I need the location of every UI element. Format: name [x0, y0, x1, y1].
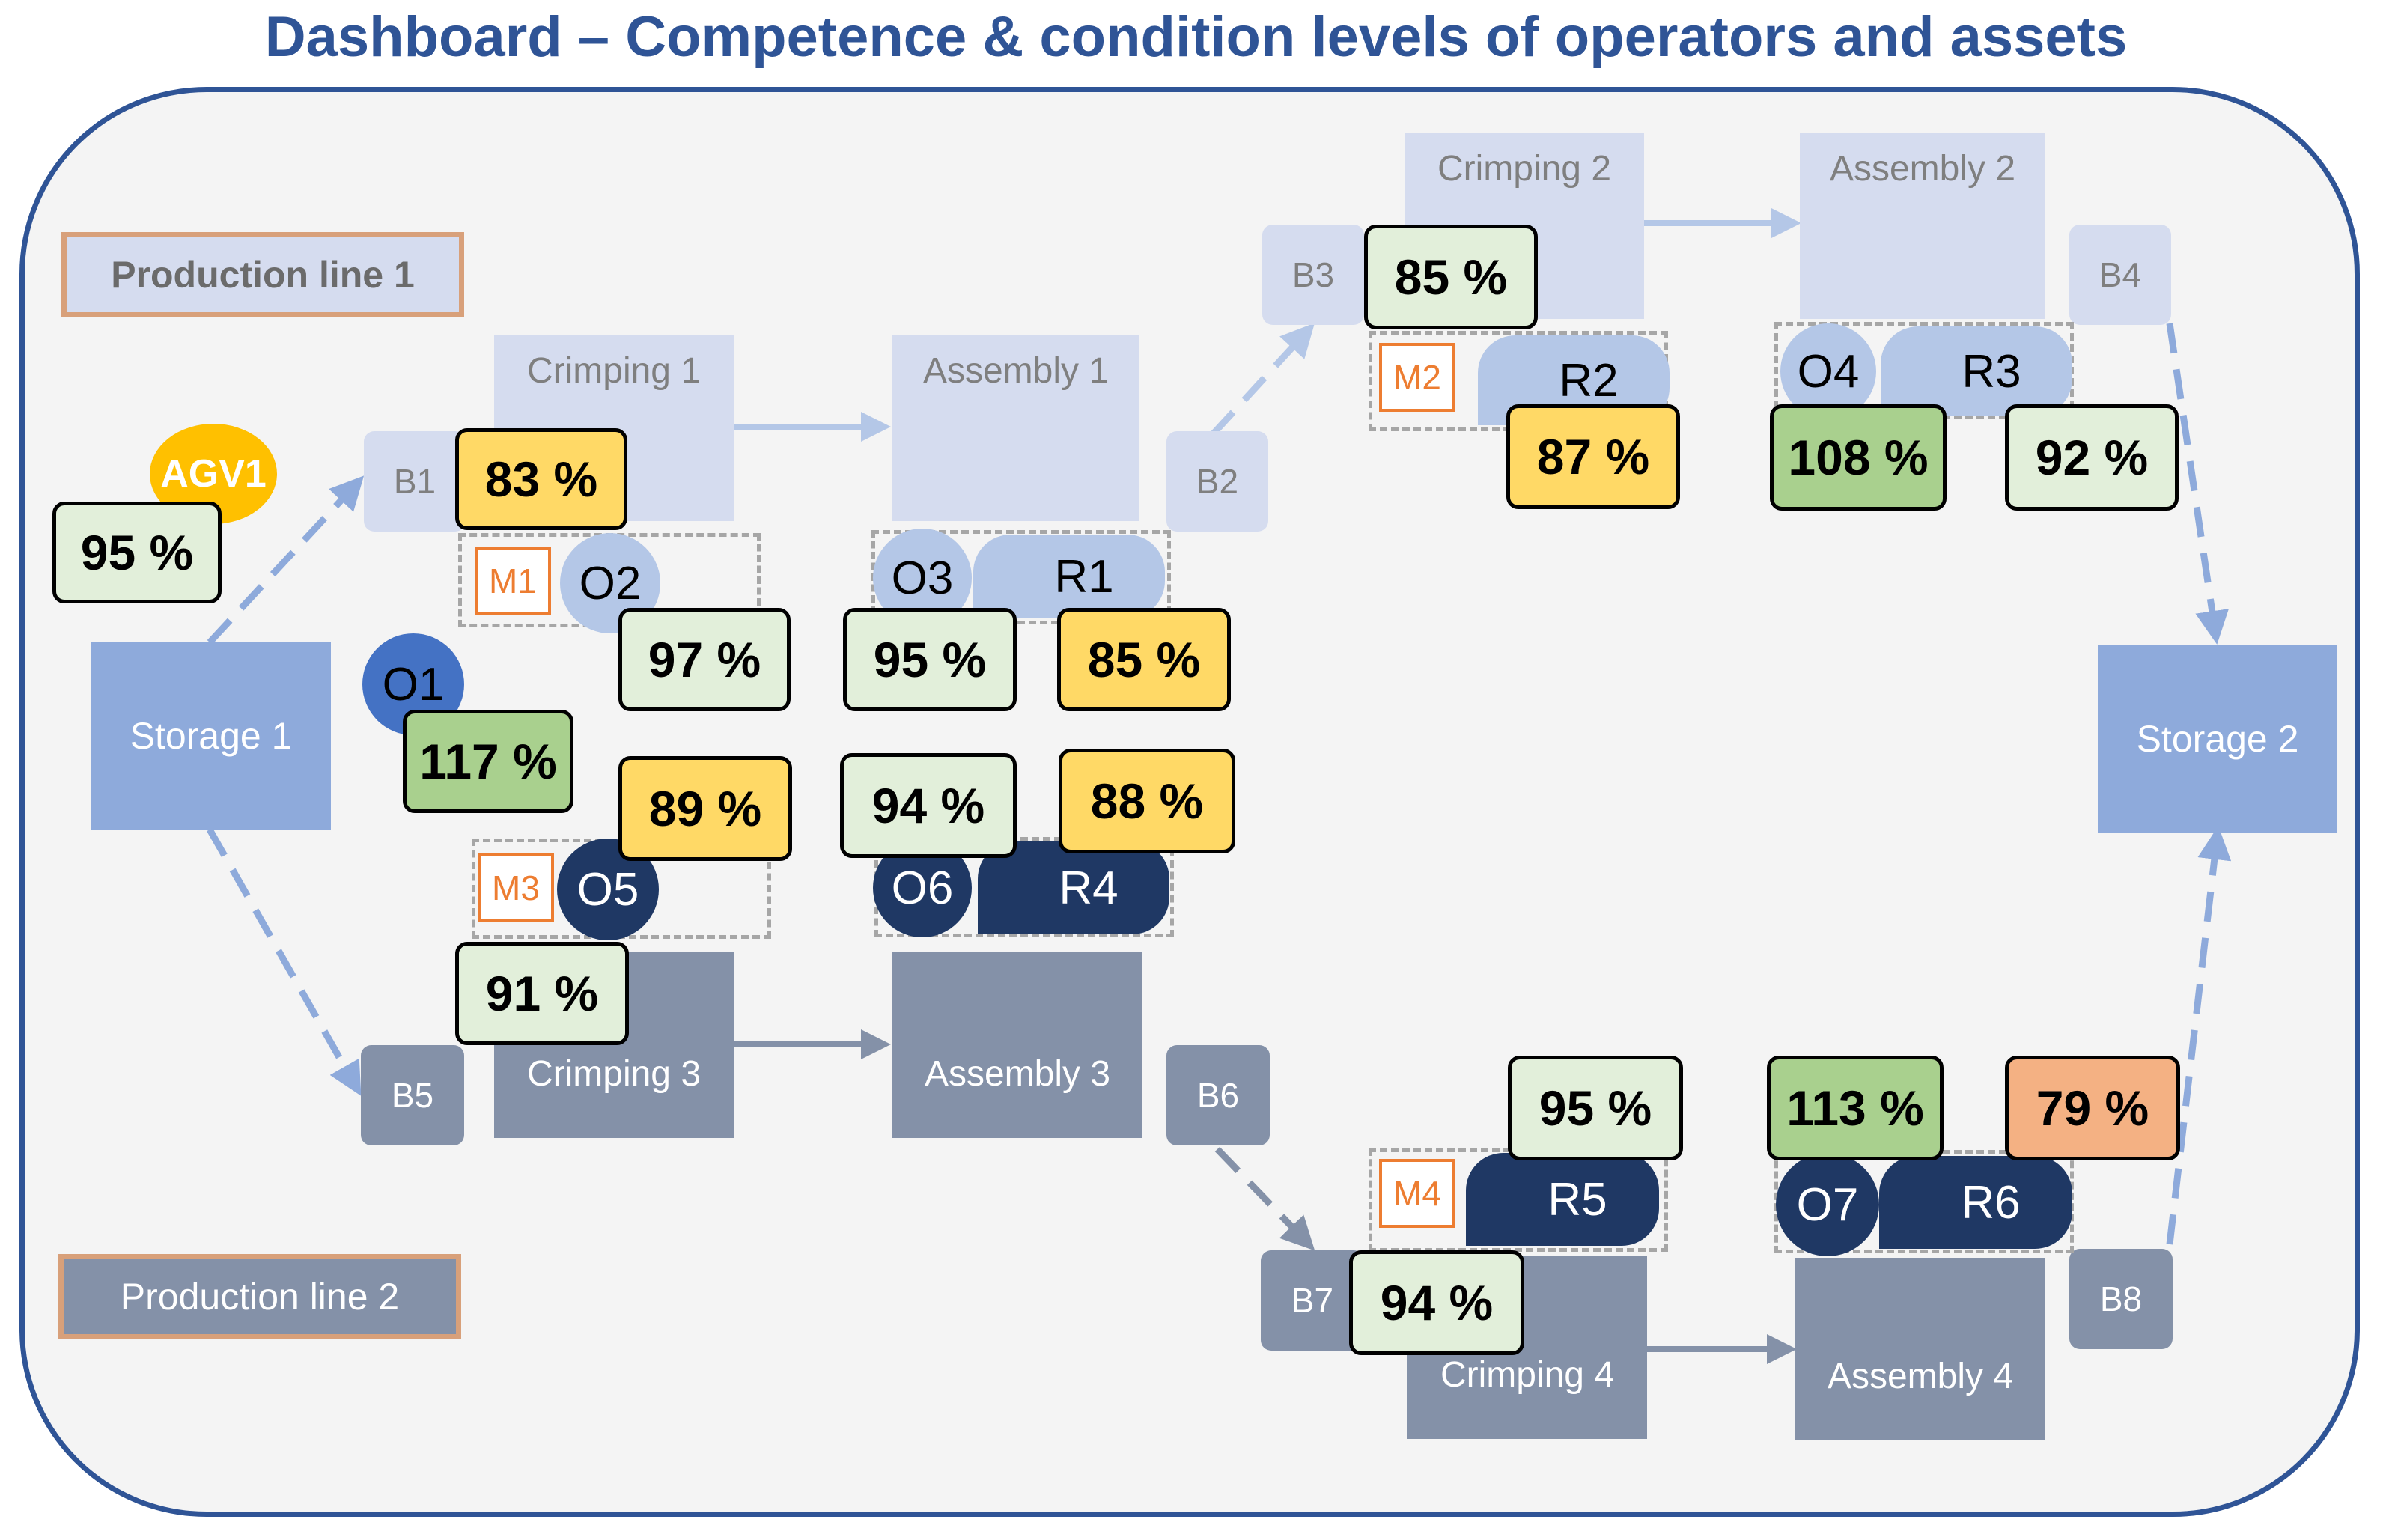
r3-level-badge: 92 %	[2005, 404, 2179, 511]
operator-o4: O4	[1780, 323, 1876, 419]
agv-level-badge: 95 %	[52, 502, 222, 603]
buffer-b4: B4	[2069, 225, 2171, 325]
o5-level-badge: 91 %	[455, 942, 629, 1045]
robot-r3: R3	[1881, 326, 2072, 416]
buffer-b8: B8	[2069, 1249, 2173, 1349]
o7-level-badge: 113 %	[1767, 1056, 1944, 1160]
robot-r4: R4	[978, 841, 1169, 934]
robot-r6: R6	[1879, 1156, 2072, 1249]
machine-m1: M1	[475, 547, 551, 615]
buffer-b1: B1	[364, 431, 466, 532]
r4-level-badge: 88 %	[1059, 749, 1235, 853]
r2-level-badge: 87 %	[1506, 404, 1680, 509]
production-line-2-label: Production line 2	[58, 1254, 461, 1339]
storage-2: Storage 2	[2098, 645, 2337, 833]
storage-1: Storage 1	[91, 642, 331, 830]
o2-level-badge: 97 %	[618, 608, 791, 711]
o4-level-badge: 108 %	[1770, 404, 1947, 511]
machine-m2: M2	[1379, 343, 1455, 412]
operator-o7: O7	[1776, 1153, 1879, 1256]
r1-level-badge: 85 %	[1057, 608, 1231, 711]
machine-m4: M4	[1379, 1159, 1455, 1228]
station-assembly-4: Assembly 4	[1795, 1258, 2045, 1440]
r5-level-badge: 95 %	[1508, 1056, 1683, 1160]
o3-level-badge: 95 %	[843, 608, 1017, 711]
station-assembly-2: Assembly 2	[1800, 133, 2045, 319]
production-line-1-label: Production line 1	[61, 232, 464, 317]
r6-level-badge: 79 %	[2005, 1056, 2180, 1160]
o1-level-badge: 117 %	[403, 710, 573, 813]
station-assembly-3: Assembly 3	[892, 952, 1142, 1138]
o6-level-badge: 94 %	[840, 753, 1017, 858]
buffer-b2: B2	[1166, 431, 1268, 532]
robot-r1: R1	[973, 535, 1165, 618]
m3-level-badge: 89 %	[618, 756, 792, 861]
buffer-b5: B5	[361, 1045, 464, 1145]
crimping2-level-badge: 85 %	[1364, 225, 1538, 329]
operator-o2: O2	[560, 533, 660, 633]
robot-r5: R5	[1466, 1153, 1659, 1246]
crimping4-level-badge: 94 %	[1349, 1250, 1524, 1355]
crimping1-level-badge: 83 %	[455, 428, 627, 530]
station-assembly-1: Assembly 1	[892, 335, 1139, 521]
buffer-b3: B3	[1262, 225, 1364, 325]
buffer-b7: B7	[1261, 1250, 1364, 1351]
page-title: Dashboard – Competence & condition level…	[264, 5, 2128, 69]
buffer-b6: B6	[1166, 1045, 1270, 1145]
machine-m3: M3	[478, 853, 554, 922]
